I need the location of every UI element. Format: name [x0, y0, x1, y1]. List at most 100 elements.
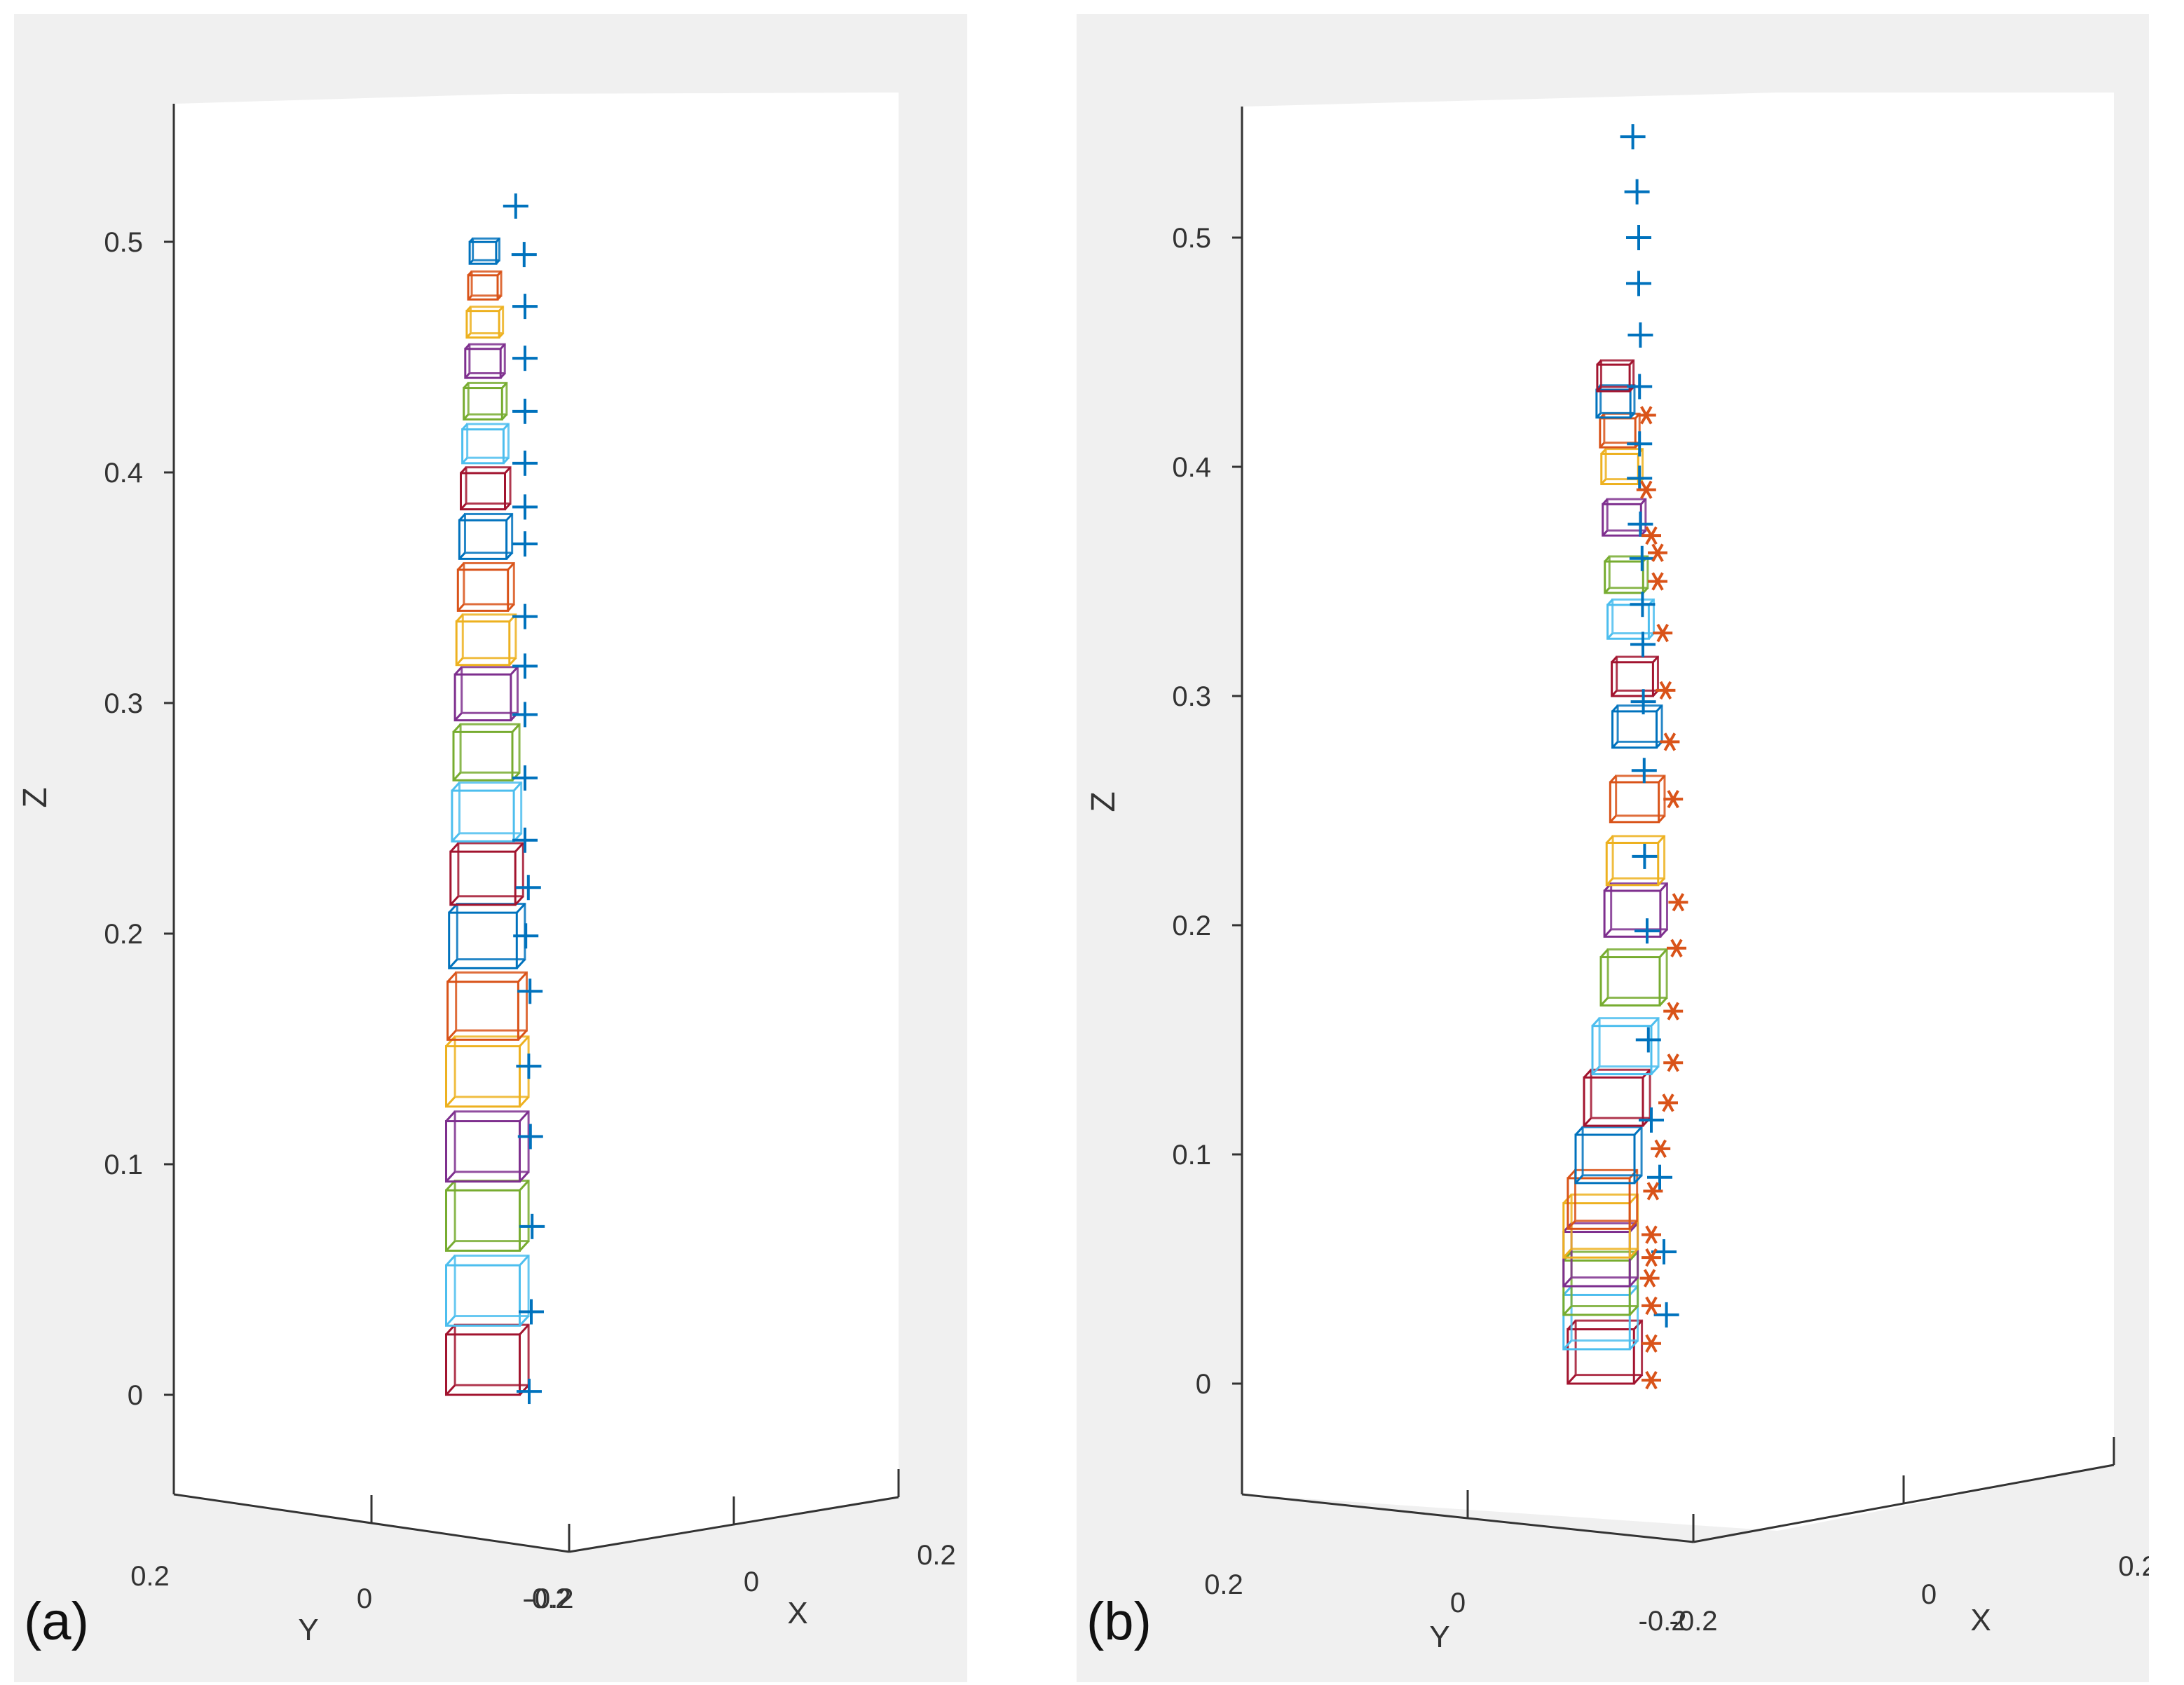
- star-marker-b-9: [1663, 1053, 1684, 1072]
- plus-marker-a-13: [512, 531, 538, 557]
- plus-marker-b-9: [1630, 632, 1656, 657]
- z-tick-label: 0.4: [1172, 452, 1211, 483]
- z-tick-label: 0.5: [1172, 223, 1211, 254]
- z-tick-label: 0.1: [104, 1150, 143, 1180]
- x-tick-label: -0.2: [1670, 1606, 1718, 1637]
- plus-marker-a-17: [512, 346, 538, 371]
- plus-marker-a-10: [512, 702, 538, 728]
- plus-marker-b-7: [1631, 758, 1657, 784]
- panel-label-b: (b): [1086, 1592, 1152, 1651]
- cube-a-16: [463, 381, 508, 421]
- cube-b-3: [1562, 1222, 1639, 1288]
- z-axis-label: Z: [17, 787, 54, 807]
- plus-marker-a-11: [512, 653, 538, 679]
- cube-b-12: [1609, 775, 1666, 824]
- plus-marker-b-15: [1627, 374, 1653, 400]
- cube-a-8: [451, 782, 523, 842]
- z-tick-label: 0: [1196, 1369, 1211, 1400]
- z-tick-label: 0.4: [104, 458, 143, 489]
- plus-marker-b-5: [1634, 918, 1660, 944]
- star-marker-b-20: [1636, 480, 1656, 499]
- cube-a-9: [452, 723, 521, 782]
- cube-b-9: [1599, 948, 1668, 1007]
- plus-marker-b-12: [1627, 511, 1653, 537]
- cube-a-3: [445, 1110, 530, 1183]
- y-tick-label: -0.2: [526, 1583, 574, 1614]
- cube-b-21: [1596, 359, 1635, 393]
- cube-a-11: [455, 613, 517, 667]
- star-marker-b-19: [1642, 526, 1661, 545]
- plus-marker-a-4: [516, 1053, 542, 1079]
- star-marker-b-11: [1667, 939, 1686, 957]
- star-marker-b-18: [1648, 543, 1667, 562]
- star-marker-b-1: [1642, 1334, 1661, 1353]
- axes-box: [174, 93, 899, 1552]
- chart-b-svg: 0 0.1 0.2 0.3 0.4 0.5 -0.2 0 0.2 0.2 0 -0.2 Z Y X: [1077, 14, 2149, 1682]
- star-marker-b-7: [1651, 1139, 1671, 1158]
- plus-marker-a-8: [512, 827, 538, 853]
- z-tick-label: 0.2: [104, 919, 143, 950]
- y-tick-label: 0.2: [1204, 1569, 1243, 1600]
- plus-marker-b-16: [1627, 322, 1653, 348]
- cube-a-20: [468, 237, 500, 265]
- plus-marker-a-19: [511, 242, 537, 268]
- plus-marker-a-16: [512, 398, 538, 424]
- plus-marker-b-14: [1627, 431, 1653, 457]
- z-tick-label: 0.3: [1172, 681, 1211, 712]
- star-marker-b-8: [1658, 1093, 1678, 1112]
- x-tick-label: -0.2: [523, 1583, 571, 1614]
- plus-marker-a-14: [512, 494, 538, 520]
- plus-marker-a-6: [513, 923, 539, 949]
- z-tick-label: 0.3: [104, 688, 143, 719]
- plus-marker-b-0: [1653, 1302, 1679, 1328]
- cube-a-12: [456, 561, 515, 612]
- cube-a-10: [453, 666, 519, 722]
- plus-marker-b-17: [1626, 271, 1651, 296]
- star-marker-b-16: [1653, 623, 1673, 643]
- cube-b-8: [1591, 1017, 1660, 1076]
- cube-a-18: [465, 306, 505, 339]
- plus-marker-b-11: [1629, 545, 1655, 571]
- star-marker-b-21: [1636, 406, 1656, 425]
- cube-a-19: [467, 270, 503, 301]
- x-axis-label: X: [1970, 1603, 1991, 1637]
- cube-a-7: [449, 842, 524, 906]
- plus-marker-b-4: [1635, 1027, 1661, 1053]
- x-tick-label: 0: [744, 1567, 759, 1597]
- star-marker-b-14: [1660, 732, 1680, 751]
- cube-a-15: [461, 423, 510, 465]
- plus-marker-a-18: [512, 294, 538, 320]
- x-tick-label: 0.2: [917, 1540, 956, 1571]
- star-marker-b-15: [1656, 681, 1676, 700]
- cube-a-1: [445, 1254, 530, 1327]
- y-tick-label: 0: [357, 1583, 372, 1614]
- axes-box: [1242, 93, 2114, 1531]
- star-marker-b-2: [1642, 1296, 1661, 1315]
- z-axis-label: Z: [1085, 791, 1122, 812]
- y-tick-label: -0.2: [1639, 1606, 1687, 1637]
- cube-a-13: [458, 512, 514, 560]
- star-marker-b-3: [1639, 1269, 1660, 1288]
- plus-marker-b-20: [1620, 124, 1646, 150]
- chart-a-svg: 00.10.20.30.40.5-0.200.20.20 -0.2 Z Y X: [14, 14, 967, 1682]
- x-tick-label: 0: [1921, 1579, 1937, 1610]
- plus-marker-b-8: [1630, 689, 1656, 715]
- plus-marker-b-19: [1624, 179, 1650, 205]
- star-marker-b-17: [1648, 572, 1667, 591]
- panel-b: 0 0.1 0.2 0.3 0.4 0.5 -0.2 0 0.2 0.2 0 -0.2 Z Y X (…: [1077, 14, 2149, 1682]
- plus-marker-a-0: [517, 1379, 542, 1405]
- y-tick-label: 0: [1450, 1588, 1466, 1618]
- x-axis-label: X: [787, 1596, 807, 1630]
- star-marker-b-13: [1663, 790, 1684, 809]
- z-tick-label: 0.5: [104, 227, 143, 258]
- plus-marker-a-1: [519, 1299, 544, 1325]
- y-axis-label: Y: [298, 1613, 318, 1647]
- star-marker-b-0: [1642, 1370, 1661, 1390]
- cube-a-14: [460, 466, 512, 511]
- cube-b-6: [1574, 1126, 1643, 1185]
- panel-label-a: (a): [24, 1592, 89, 1651]
- cube-b-16: [1604, 555, 1649, 594]
- plus-marker-b-2: [1647, 1164, 1672, 1190]
- z-tick-label: 0.2: [1172, 910, 1211, 941]
- star-marker-b-10: [1663, 1002, 1684, 1021]
